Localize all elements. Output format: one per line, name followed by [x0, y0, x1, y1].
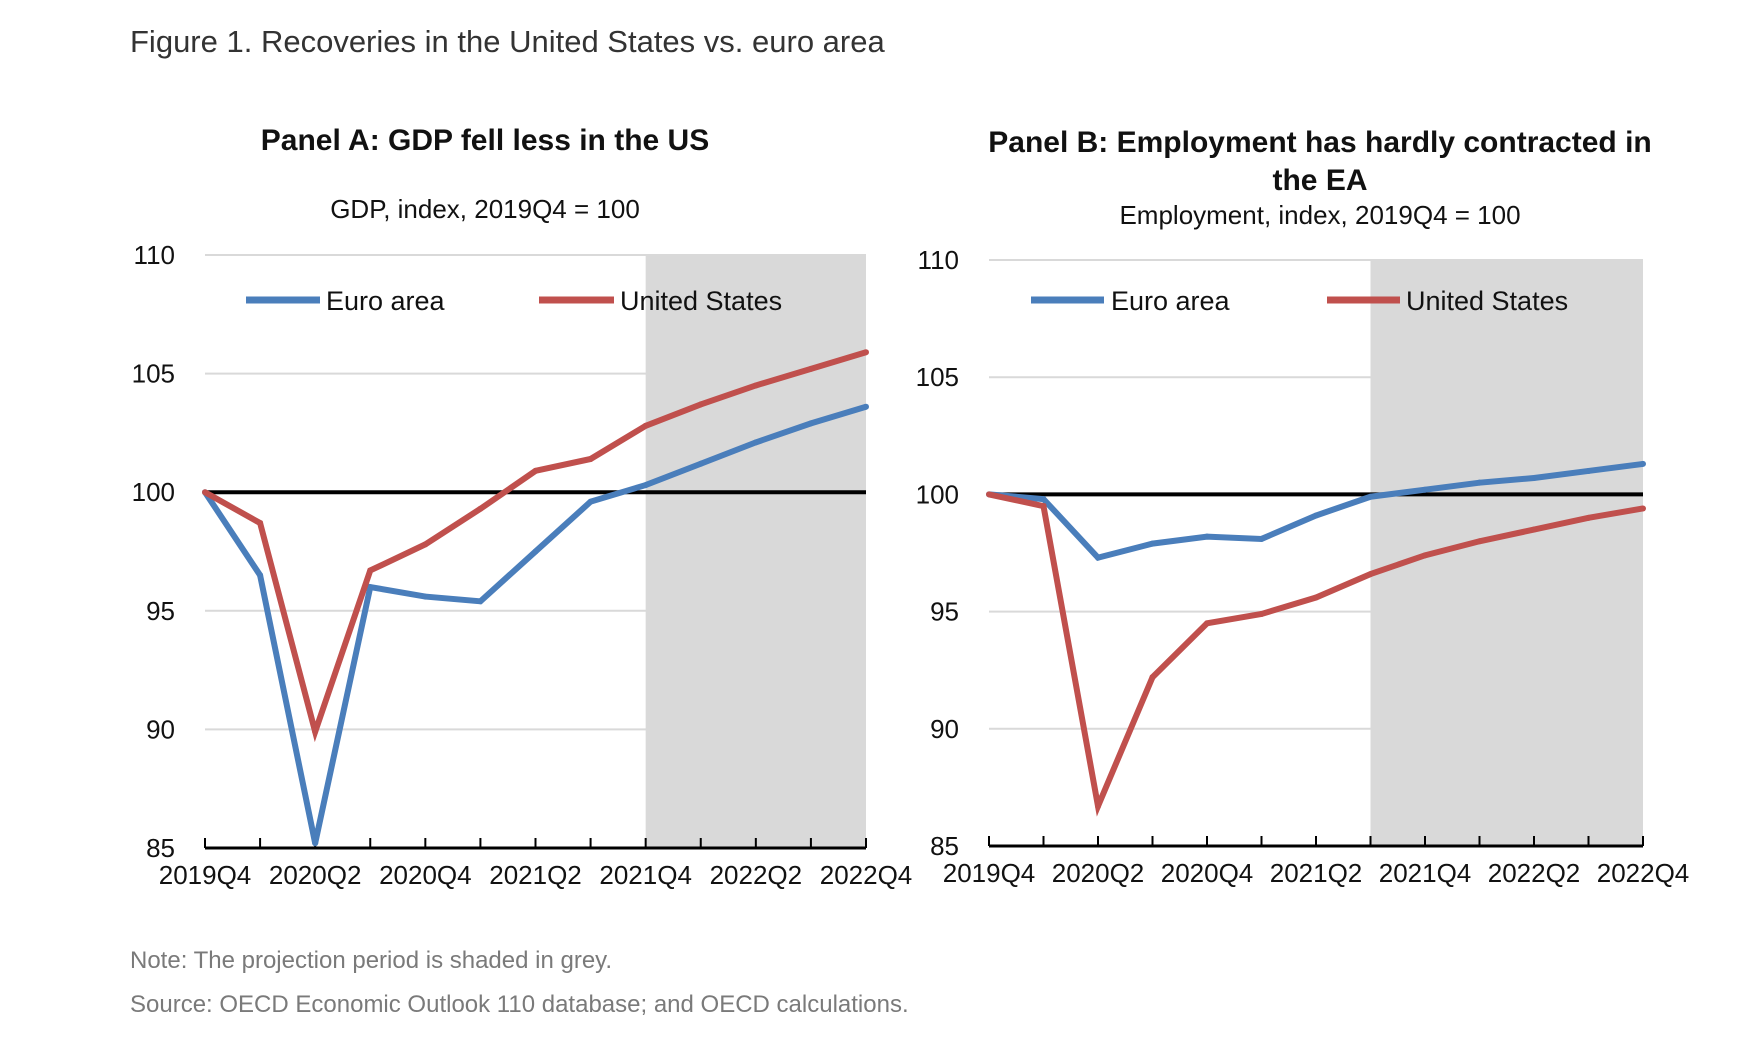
- panel-b-series-united-states-point: [1585, 514, 1592, 521]
- panel-a-y-tick-label: 90: [146, 714, 175, 744]
- panel-b-projection-shade: [1370, 260, 1643, 846]
- panel-a-legend-euro-area-label: Euro area: [326, 286, 446, 316]
- panel-a-y-tick-label: 110: [134, 240, 175, 270]
- panel-a-series-euro-area-point: [312, 840, 319, 847]
- panel-b-x-tick-label: 2021Q2: [1270, 858, 1363, 888]
- panel-b-title: Panel B: Employment has hardly contracte…: [988, 126, 1652, 159]
- panel-a-series-united-states-point: [257, 520, 264, 527]
- panel-b-series-euro-area-point: [1313, 512, 1319, 519]
- panel-b-series-euro-area-point: [1422, 486, 1428, 493]
- panel-b-x-tick-label: 2019Q4: [943, 858, 1036, 888]
- panel-a-y-tick-label: 95: [146, 596, 175, 626]
- panel-a-series-euro-area-point: [807, 420, 814, 427]
- panel-b-y-tick-label: 85: [930, 831, 959, 861]
- panel-b-series-euro-area-point: [1367, 493, 1374, 500]
- panel-a-x-tick-label: 2020Q4: [379, 860, 472, 890]
- panel-a-x-tick-label: 2019Q4: [159, 860, 252, 890]
- panel-b-y-tick-label: 95: [930, 597, 959, 627]
- panel-a-series-euro-area-point: [863, 403, 869, 410]
- panel-b-y-tick-label: 105: [916, 362, 959, 392]
- panel-a-series-euro-area-point: [697, 460, 704, 467]
- panel-b-series-united-states-point: [1149, 674, 1156, 681]
- panel-b-series-united-states-point: [1422, 552, 1428, 559]
- panel-b-subtitle: Employment, index, 2019Q4 = 100: [1119, 200, 1520, 230]
- panel-a-series-united-states-point: [367, 567, 374, 574]
- panel-b-series-united-states-point: [1476, 538, 1483, 545]
- panel-a-series-united-states-point: [532, 467, 539, 474]
- panel-b-y-tick-label: 110: [918, 245, 959, 275]
- panel-b-legend-united-states-label: United States: [1406, 286, 1568, 316]
- panel-b-x-tick-label: 2020Q4: [1161, 858, 1254, 888]
- panel-b-series-euro-area-point: [1640, 460, 1646, 467]
- panel-b-series-united-states-point: [1258, 610, 1265, 617]
- panel-a-series-euro-area-point: [587, 498, 594, 505]
- panel-a-series-euro-area-point: [642, 482, 649, 489]
- panel-b-series-euro-area-point: [1258, 535, 1265, 542]
- panel-a-series-united-states-point: [697, 401, 704, 408]
- panel-a-y-tick-label: 85: [146, 833, 175, 863]
- panel-b-series-united-states-point: [1367, 571, 1374, 578]
- panel-a-series-euro-area-point: [752, 439, 759, 446]
- panel-b-series-euro-area-point: [1040, 496, 1047, 503]
- panel-b-legend-euro-area-label: Euro area: [1111, 286, 1231, 316]
- panel-a-x-tick-label: 2021Q2: [489, 860, 582, 890]
- panel-a-series-united-states-point: [312, 728, 319, 735]
- panel-a-series-euro-area-point: [367, 584, 374, 591]
- panel-b-series-united-states-point: [986, 491, 992, 498]
- panel-b-series-united-states-point: [1040, 503, 1047, 510]
- panel-b-x-tick-label: 2021Q4: [1379, 858, 1472, 888]
- panel-a-x-tick-label: 2020Q2: [269, 860, 362, 890]
- panel-b-series-euro-area-point: [1095, 554, 1101, 561]
- panel-a-subtitle: GDP, index, 2019Q4 = 100: [330, 194, 640, 224]
- panel-a-legend-united-states-label: United States: [620, 286, 782, 316]
- panel-b-series-euro-area-point: [1476, 479, 1483, 486]
- panel-a-y-tick-label: 100: [132, 477, 175, 507]
- panel-a-series-united-states-point: [863, 349, 869, 356]
- panel-b-x-tick-label: 2020Q2: [1052, 858, 1145, 888]
- panel-a-x-tick-label: 2022Q2: [710, 860, 803, 890]
- panel-b-title: the EA: [1272, 164, 1367, 197]
- panel-a-y-tick-label: 105: [132, 359, 175, 389]
- panel-b-series-united-states-point: [1313, 594, 1319, 601]
- panel-b-series-euro-area-point: [1531, 474, 1537, 481]
- panel-a-series-united-states-point: [807, 365, 814, 372]
- panel-b-y-tick-label: 90: [930, 714, 959, 744]
- panel-a-title: Panel A: GDP fell less in the US: [261, 124, 709, 157]
- panel-a-series-united-states-point: [477, 505, 484, 512]
- panel-b-series-euro-area-point: [1204, 533, 1210, 540]
- panel-b-y-tick-label: 100: [916, 479, 959, 509]
- panel-a-x-tick-label: 2021Q4: [599, 860, 692, 890]
- panel-b-x-tick-label: 2022Q2: [1488, 858, 1581, 888]
- panel-a-projection-shade: [645, 255, 866, 848]
- panel-a-series-euro-area-point: [477, 598, 484, 605]
- panel-b-x-tick-label: 2022Q4: [1597, 858, 1690, 888]
- panel-a-series-united-states-point: [202, 489, 208, 496]
- panel-a-series-euro-area-point: [532, 548, 539, 555]
- panel-b-series-united-states-point: [1531, 526, 1537, 533]
- panel-b-series-united-states-point: [1640, 505, 1646, 512]
- panel-a-series-euro-area-point: [422, 593, 429, 600]
- figure-note: Note: The projection period is shaded in…: [130, 947, 613, 974]
- panel-b-series-euro-area-point: [1149, 540, 1156, 547]
- panel-a-series-united-states-point: [752, 382, 759, 389]
- panel-a-series-united-states-point: [642, 422, 649, 429]
- panel-a-x-tick-label: 2022Q4: [820, 860, 913, 890]
- figure-source: Source: OECD Economic Outlook 110 databa…: [130, 991, 909, 1018]
- panel-b-series-euro-area-point: [1585, 467, 1592, 474]
- panel-a-series-united-states-point: [422, 541, 429, 548]
- panel-a-series-united-states-point: [587, 455, 594, 462]
- figure-title: Figure 1. Recoveries in the United State…: [130, 24, 885, 59]
- panel-b-series-united-states-point: [1204, 620, 1210, 627]
- panel-a-series-euro-area-point: [257, 572, 264, 579]
- panel-b-series-united-states-point: [1095, 803, 1101, 810]
